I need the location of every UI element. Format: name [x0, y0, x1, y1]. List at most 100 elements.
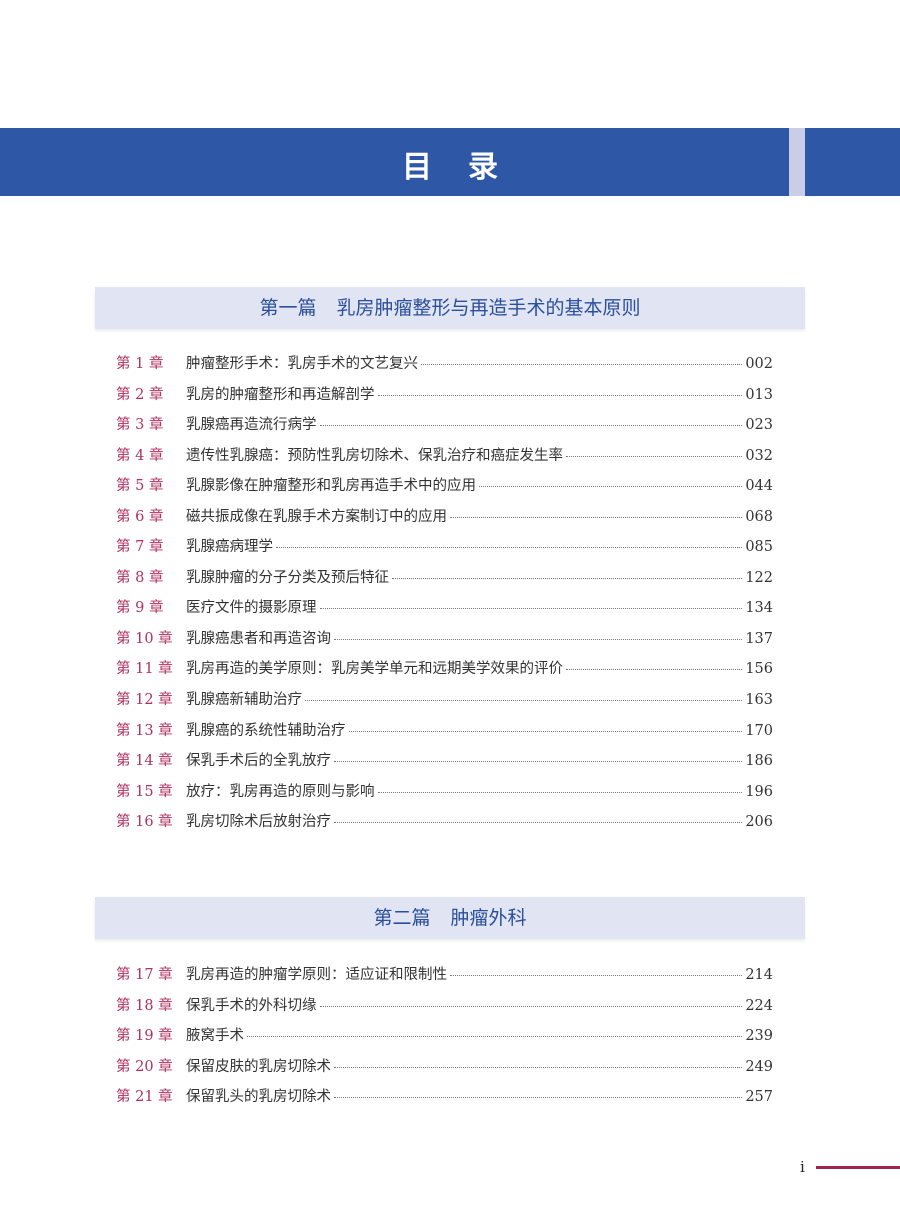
- leader-dots: [334, 761, 743, 763]
- page-number-ref: 044: [745, 478, 773, 495]
- chapter-label: 第 4 章: [116, 447, 164, 464]
- toc-entry[interactable]: 第 3 章 乳腺癌再造流行病学 023: [116, 413, 773, 444]
- toc-entry[interactable]: 第 15 章放疗：乳房再造的原则与影响 196: [116, 780, 773, 811]
- chapter-title: 乳腺肿瘤的分子分类及预后特征: [186, 569, 389, 586]
- chapter-title: 保留皮肤的乳房切除术: [186, 1058, 331, 1075]
- toc-entry[interactable]: 第 14 章保乳手术后的全乳放疗 186: [116, 749, 773, 780]
- chapter-label: 第 17 章: [116, 967, 173, 983]
- chapter-label: 第 16 章: [116, 814, 173, 831]
- chapter-label: 第 14 章: [116, 753, 173, 770]
- toc-entry[interactable]: 第 16 章乳房切除术后放射治疗 206: [116, 810, 773, 841]
- chapter-label: 第 3 章: [116, 417, 164, 434]
- chapter-label: 第 8 章: [116, 569, 164, 586]
- toc-entry[interactable]: 第 6 章 磁共振成像在乳腺手术方案制订中的应用 068: [116, 505, 773, 536]
- toc-entry[interactable]: 第 11 章乳房再造的美学原则：乳房美学单元和远期美学效果的评价 156: [116, 657, 773, 688]
- chapter-label: 第 5 章: [116, 478, 164, 495]
- page-number-ref: 186: [745, 753, 773, 770]
- chapter-label: 第 13 章: [116, 722, 173, 739]
- chapter-label: 第 21 章: [116, 1089, 173, 1106]
- chapter-title: 乳腺影像在肿瘤整形和乳房再造手术中的应用: [186, 478, 476, 495]
- toc-entry[interactable]: 第 4 章 遗传性乳腺癌：预防性乳房切除术、保乳治疗和癌症发生率 032: [116, 444, 773, 475]
- leader-dots: [377, 394, 743, 396]
- chapter-title: 放疗：乳房再造的原则与影响: [186, 783, 375, 800]
- page-number-ref: 224: [745, 997, 773, 1014]
- chapter-title: 乳房再造的美学原则：乳房美学单元和远期美学效果的评价: [186, 661, 563, 678]
- page-number-ref: 013: [745, 386, 773, 403]
- leader-dots: [392, 577, 743, 579]
- toc-entry[interactable]: 第 21 章保留乳头的乳房切除术 257: [116, 1085, 773, 1116]
- leader-dots: [334, 822, 743, 824]
- chapter-label: 第 6 章: [116, 508, 164, 525]
- header-stripe: [789, 128, 805, 196]
- leader-dots: [450, 516, 743, 518]
- toc-entry[interactable]: 第 10 章乳腺癌患者和再造咨询 137: [116, 627, 773, 658]
- leader-dots: [334, 638, 743, 640]
- part-label: 第一篇: [259, 297, 317, 319]
- chapter-label: 第 15 章: [116, 783, 173, 800]
- page-number-ref: 163: [745, 692, 773, 709]
- toc-entry[interactable]: 第 18 章保乳手术的外科切缘 224: [116, 994, 773, 1025]
- chapter-title: 乳房切除术后放射治疗: [186, 814, 331, 831]
- chapter-title: 乳房再造的肿瘤学原则：适应证和限制性: [186, 967, 447, 983]
- toc-entry[interactable]: 第 13 章乳腺癌的系统性辅助治疗 170: [116, 719, 773, 750]
- part-title: 肿瘤外科: [450, 907, 527, 929]
- chapter-label: 第 9 章: [116, 600, 164, 617]
- toc-entry[interactable]: 第 8 章 乳腺肿瘤的分子分类及预后特征 122: [116, 566, 773, 597]
- chapter-title: 乳房的肿瘤整形和再造解剖学: [186, 386, 375, 403]
- toc-entry[interactable]: 第 20 章保留皮肤的乳房切除术 249: [116, 1055, 773, 1086]
- chapter-label: 第 7 章: [116, 539, 164, 556]
- chapter-title: 保乳手术后的全乳放疗: [186, 753, 331, 770]
- chapter-title: 保留乳头的乳房切除术: [186, 1089, 331, 1106]
- page-number-ref: 156: [745, 661, 773, 678]
- toc-entry[interactable]: 第 1 章 肿瘤整形手术：乳房手术的文艺复兴 002: [116, 352, 773, 383]
- toc-entry[interactable]: 第 17 章乳房再造的肿瘤学原则：适应证和限制性 214: [116, 963, 773, 994]
- part-heading-1: 第一篇 乳房肿瘤整形与再造手术的基本原则: [95, 287, 805, 329]
- leader-dots: [421, 364, 743, 365]
- leader-dots: [319, 608, 743, 610]
- page-number-ref: 068: [745, 508, 773, 525]
- chapter-label: 第 18 章: [116, 997, 173, 1014]
- chapter-label: 第 11 章: [116, 661, 173, 678]
- toc-entry[interactable]: 第 9 章 医疗文件的摄影原理 134: [116, 596, 773, 627]
- leader-dots: [319, 1005, 743, 1007]
- chapter-label: 第 19 章: [116, 1028, 173, 1045]
- page-number-ref: 122: [745, 569, 773, 586]
- part-heading-2: 第二篇 肿瘤外科: [95, 897, 805, 939]
- page-number-ref: 196: [745, 783, 773, 800]
- leader-dots: [334, 1066, 743, 1068]
- page-number-ref: 085: [745, 539, 773, 556]
- leader-dots: [319, 425, 743, 427]
- chapter-title: 磁共振成像在乳腺手术方案制订中的应用: [186, 508, 447, 525]
- page-number-ref: 249: [745, 1058, 773, 1075]
- toc-entry[interactable]: 第 2 章 乳房的肿瘤整形和再造解剖学 013: [116, 383, 773, 414]
- page-number-ref: 214: [745, 967, 773, 983]
- page-number-ref: 002: [745, 356, 773, 372]
- chapter-title: 腋窝手术: [186, 1028, 244, 1045]
- page-accent-line: [816, 1166, 900, 1169]
- page-number: i: [800, 1158, 805, 1176]
- chapter-title: 医疗文件的摄影原理: [186, 600, 317, 617]
- part-title: 乳房肿瘤整形与再造手术的基本原则: [336, 297, 641, 319]
- part-label: 第二篇: [373, 907, 431, 929]
- leader-dots: [566, 455, 743, 457]
- page-number-ref: 134: [745, 600, 773, 617]
- page-number-ref: 206: [745, 814, 773, 831]
- chapter-label: 第 1 章: [116, 356, 164, 372]
- leader-dots: [334, 1097, 743, 1099]
- toc-entry[interactable]: 第 12 章乳腺癌新辅助治疗 163: [116, 688, 773, 719]
- leader-dots: [377, 791, 743, 793]
- chapter-title: 乳腺癌新辅助治疗: [186, 692, 302, 709]
- page-number-ref: 137: [745, 630, 773, 647]
- toc-entry[interactable]: 第 7 章 乳腺癌病理学 085: [116, 535, 773, 566]
- page-number-ref: 257: [745, 1089, 773, 1106]
- chapter-title: 肿瘤整形手术：乳房手术的文艺复兴: [186, 356, 418, 372]
- toc-entry[interactable]: 第 19 章腋窝手术 239: [116, 1024, 773, 1055]
- leader-dots: [305, 700, 743, 702]
- leader-dots: [247, 1036, 743, 1038]
- leader-dots: [450, 975, 743, 976]
- toc-entry[interactable]: 第 5 章 乳腺影像在肿瘤整形和乳房再造手术中的应用 044: [116, 474, 773, 505]
- chapter-label: 第 10 章: [116, 630, 173, 647]
- page-number-ref: 170: [745, 722, 773, 739]
- chapter-title: 遗传性乳腺癌：预防性乳房切除术、保乳治疗和癌症发生率: [186, 447, 563, 464]
- chapter-title: 保乳手术的外科切缘: [186, 997, 317, 1014]
